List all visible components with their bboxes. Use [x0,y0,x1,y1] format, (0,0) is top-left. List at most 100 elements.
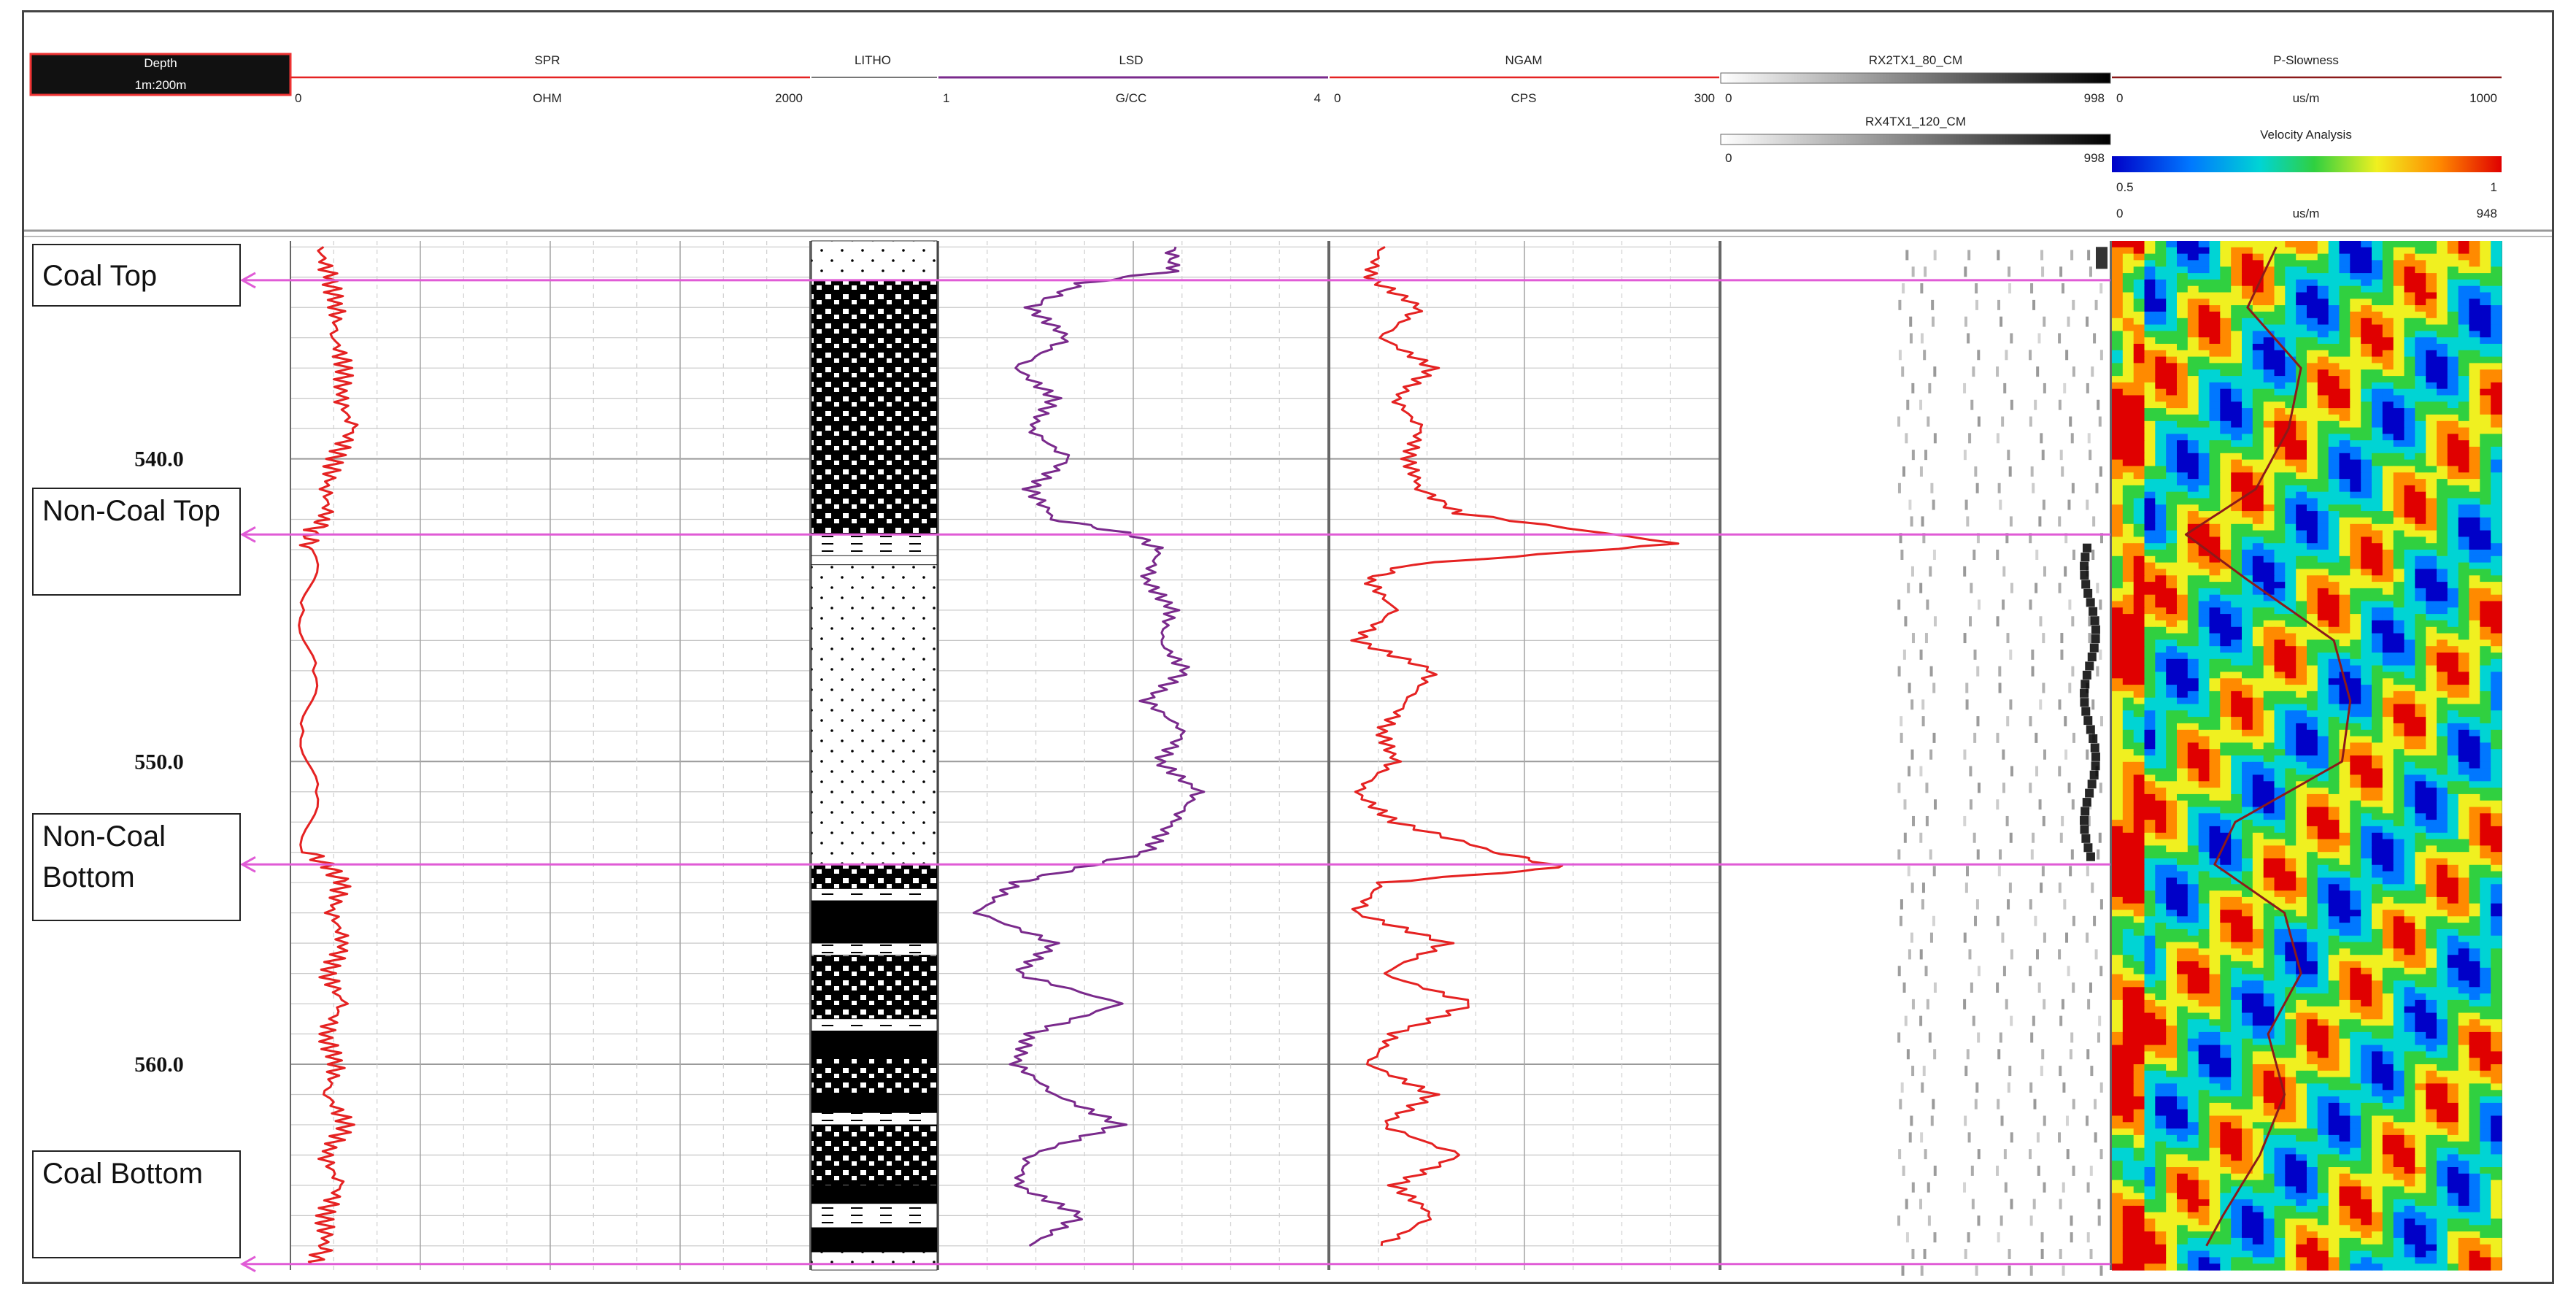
heatmap-cell [2133,620,2145,628]
heatmap-cell [2133,344,2145,351]
heatmap-cell [2198,420,2210,428]
heatmap-cell [2198,864,2210,872]
heatmap-cell [2415,543,2426,550]
heatmap-cell [2285,800,2297,808]
heatmap-cell [2480,948,2491,955]
heatmap-cell [2491,337,2502,345]
heatmap-cell [2382,447,2394,454]
vdl-streak [2086,316,2089,327]
vdl-streak [1963,566,1967,577]
heatmap-cell [2209,826,2221,834]
heatmap-cell [2274,928,2286,936]
vdl-streak [2008,1265,2011,1276]
heatmap-cell [2112,266,2124,274]
heatmap-cell [2480,942,2491,949]
vdl-streak [2061,466,2064,477]
vdl-streak [2000,1215,2003,1226]
heatmap-cell [2122,466,2135,473]
heatmap-cell [2187,923,2199,930]
heatmap-cell [2187,896,2199,904]
heatmap-cell [2285,324,2297,331]
heatmap-cell [2447,408,2459,415]
heatmap-cell [2220,369,2232,377]
heatmap-cell [2426,832,2437,840]
heatmap-cell [2187,800,2199,808]
heatmap-cell [2469,948,2480,955]
vdl-streak [1963,382,1967,393]
heatmap-cell [2166,678,2178,685]
heatmap-cell [2372,903,2383,911]
heatmap-cell [2480,891,2491,898]
heatmap-cell [2447,793,2459,801]
heatmap-cell [2437,967,2448,975]
heatmap-cell [2458,273,2470,280]
heatmap-cell [2404,388,2415,396]
heatmap-cell [2285,582,2297,589]
vdl-streak [1998,682,2002,693]
heatmap-cell [2415,678,2426,685]
heatmap-cell [2426,279,2437,287]
heatmap-cell [2361,807,2372,814]
heatmap-cell [2404,820,2415,827]
heatmap-cell [2242,774,2253,782]
heatmap-cell [2328,241,2340,248]
vdl-streak [2008,1248,2011,1259]
heatmap-cell [2296,523,2307,531]
heatmap-cell [2339,582,2351,589]
heatmap-cell [2166,704,2178,711]
heatmap-cell [2144,273,2156,280]
vdl-streak [1930,1115,1934,1126]
heatmap-cell [2144,285,2156,293]
heatmap-cell [2209,434,2221,441]
heatmap-cell [2458,447,2470,454]
heatmap-cell [2166,408,2178,415]
heatmap-cell [2447,491,2459,499]
heatmap-cell [2263,871,2275,878]
heatmap-cell [2220,658,2232,666]
heatmap-cell [2198,382,2210,390]
heatmap-cell [2112,877,2124,885]
heatmap-cell [2382,723,2394,731]
heatmap-cell [2155,942,2167,949]
heatmap-cell [2350,523,2361,531]
heatmap-cell [2328,749,2340,756]
heatmap-cell [2447,479,2459,486]
heatmap-cell [2198,884,2210,891]
heatmap-cell [2437,279,2448,287]
heatmap-cell [2372,710,2383,718]
heatmap-cell [2328,877,2340,885]
heatmap-cell [2166,260,2178,267]
heatmap-cell [2491,285,2502,293]
heatmap-cell [2112,832,2124,840]
heatmap-cell [2252,479,2264,486]
litho-segment [811,564,938,865]
heatmap-cell [2209,285,2221,293]
heatmap-cell [2382,800,2394,808]
heatmap-cell [2296,253,2307,261]
litho-segment [811,534,938,556]
heatmap-cell [2458,582,2470,589]
heatmap-cell [2296,311,2307,319]
heatmap-cell [2361,923,2372,930]
heatmap-cell [2307,363,2318,370]
heatmap-cell [2426,555,2437,564]
heatmap-cell [2296,903,2307,911]
heatmap-cell [2317,942,2329,949]
heatmap-cell [2458,871,2470,878]
heatmap-cell [2296,395,2307,402]
heatmap-cell [2426,285,2437,293]
heatmap-cell [2393,569,2405,576]
heatmap-cell [2458,987,2470,994]
heatmap-cell [2404,768,2415,775]
heatmap-cell [2491,697,2502,705]
heatmap-cell [2177,466,2189,473]
depth-header-box [29,53,292,96]
heatmap-cell [2285,620,2297,628]
heatmap-cell [2480,569,2491,576]
heatmap-cell [2133,555,2145,564]
heatmap-cell [2415,485,2426,493]
heatmap-cell [2328,891,2340,898]
heatmap-cell [2177,543,2189,550]
heatmap-cell [2339,498,2351,505]
heatmap-cell [2393,710,2405,718]
